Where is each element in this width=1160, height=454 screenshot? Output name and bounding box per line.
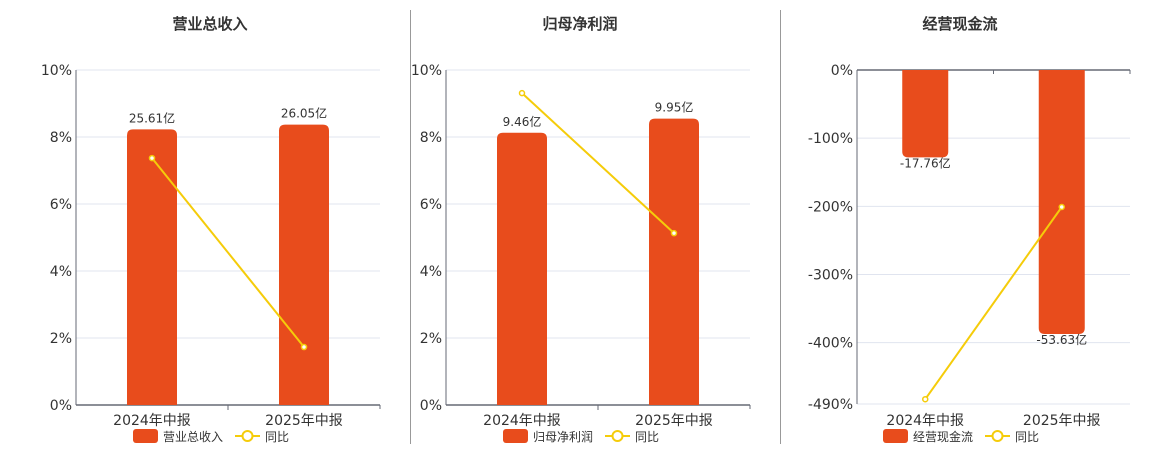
- y-tick-label: 0%: [50, 398, 72, 414]
- legend-line-label: 同比: [1015, 430, 1039, 444]
- yoy-point: [518, 89, 526, 97]
- bar: [127, 129, 177, 405]
- y-tick-label: 0%: [420, 398, 442, 414]
- y-tick-label: 6%: [50, 197, 72, 213]
- chart-title: 经营现金流: [922, 15, 997, 33]
- legend-line-label: 同比: [265, 430, 289, 444]
- bar: [649, 118, 699, 405]
- y-tick-label: -200%: [808, 199, 853, 215]
- y-tick-label: 10%: [411, 63, 442, 79]
- y-tick-label: -100%: [808, 131, 853, 147]
- yoy-point: [1058, 203, 1065, 211]
- chart-title: 归母净利润: [542, 15, 617, 33]
- x-tick-label: 2025年中报: [265, 413, 343, 429]
- y-tick-label: 8%: [420, 130, 442, 146]
- bar: [1038, 70, 1085, 335]
- y-tick-label: 2%: [420, 331, 442, 347]
- y-tick-label: -400%: [808, 336, 853, 352]
- y-tick-label: -300%: [808, 267, 853, 283]
- yoy-line: [521, 92, 675, 234]
- bar-data-label: -53.63亿: [1036, 332, 1087, 347]
- chart-panel-2: 归母净利润 0% 2% 4% 6% 8% 10% 9.46亿 2024年中报 9.95亿 2025年…: [411, 15, 751, 444]
- bar-data-label: 26.05亿: [281, 106, 327, 121]
- yoy-line: [924, 206, 1063, 400]
- x-tick-label: 2025年中报: [1023, 413, 1101, 429]
- legend-bar-swatch: [883, 429, 908, 443]
- x-tick-label: 2024年中报: [886, 413, 964, 429]
- legend-bar-label: 营业总收入: [163, 430, 223, 444]
- y-tick-label: 10%: [41, 63, 72, 79]
- yoy-line: [151, 157, 305, 348]
- legend-bar-label: 经营现金流: [913, 429, 973, 444]
- bar-data-label: 9.46亿: [503, 114, 542, 129]
- y-tick-label: 4%: [50, 264, 72, 280]
- y-tick-label: 8%: [50, 130, 72, 146]
- legend-line-marker: [991, 430, 1004, 442]
- y-tick-label: 0%: [831, 63, 853, 79]
- legend-line-label: 同比: [635, 430, 659, 444]
- yoy-point: [922, 395, 929, 403]
- legend-bar-swatch: [133, 429, 158, 443]
- bar-data-label: -17.76亿: [900, 155, 951, 170]
- y-tick-label: 6%: [420, 197, 442, 213]
- x-tick-label: 2025年中报: [635, 413, 713, 429]
- legend-line-marker: [611, 430, 624, 442]
- yoy-point: [300, 343, 308, 351]
- y-tick-label: 4%: [420, 264, 442, 280]
- bar: [902, 70, 949, 158]
- bar-data-label: 9.95亿: [655, 100, 694, 115]
- bar: [279, 124, 329, 405]
- legend-bar-swatch: [503, 429, 528, 443]
- bar-data-label: 25.61亿: [129, 110, 175, 125]
- x-tick-label: 2024年中报: [483, 413, 561, 429]
- chart-title: 营业总收入: [172, 15, 247, 33]
- chart-panel-3: 经营现金流 0% -100% -200% -300% -400% -490% -17.76亿 2…: [808, 15, 1131, 444]
- y-tick-label: 2%: [50, 331, 72, 347]
- y-tick-label: -490%: [808, 397, 853, 413]
- x-tick-label: 2024年中报: [113, 413, 191, 429]
- yoy-point: [670, 229, 678, 237]
- yoy-point: [148, 154, 156, 162]
- bar: [497, 132, 547, 405]
- legend-bar-label: 归母净利润: [533, 430, 593, 444]
- chart-panel-1: 营业总收入 0% 2% 4% 6% 8% 10% 25.61亿 2024年中报 26.05亿 202…: [41, 15, 381, 444]
- legend-line-marker: [241, 430, 254, 442]
